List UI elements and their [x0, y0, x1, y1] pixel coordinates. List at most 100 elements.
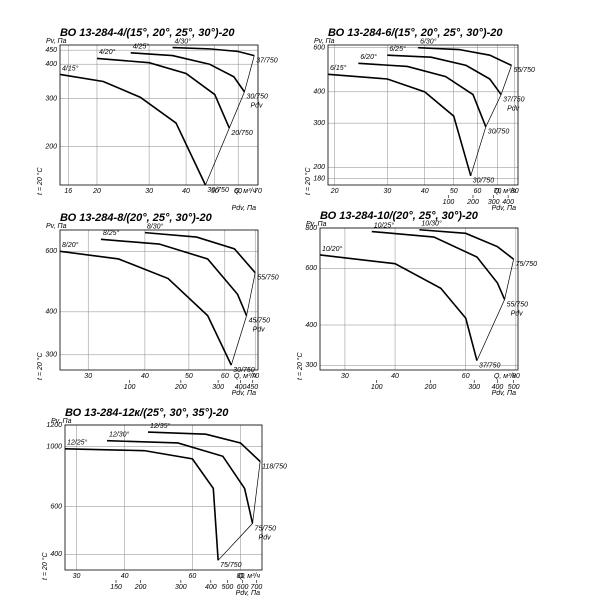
- curve-label: 10/20°: [322, 245, 343, 253]
- x2-axis-label: Pdv, Па: [232, 390, 257, 397]
- y-tick-label: 800: [305, 225, 317, 232]
- fan-curve: [59, 73, 207, 186]
- x2-axis-label: Pdv, Па: [492, 205, 517, 212]
- x2-tick-label: 300: [488, 199, 500, 206]
- x-tick-label: 70: [254, 188, 262, 195]
- plot-frame: [64, 424, 263, 571]
- x-tick-label: 60: [188, 573, 196, 580]
- curve-label: 4/15°: [62, 64, 79, 72]
- x2-tick-label: 600: [237, 584, 249, 591]
- x-axis-label: Q, м³/ч: [494, 188, 516, 195]
- x-tick-label: 50: [450, 188, 458, 195]
- curve-label: 4/25°: [133, 43, 150, 51]
- plot-frame: [59, 229, 259, 371]
- x2-tick-label: 500: [222, 584, 234, 591]
- curve-label: 8/30°: [147, 222, 164, 230]
- fan-curve: [96, 57, 231, 129]
- y-axis-label: Pv, Па: [51, 418, 72, 425]
- y-tick-label: 400: [313, 89, 325, 96]
- x-tick-label: 40: [121, 573, 129, 580]
- y-tick-label: 600: [305, 265, 317, 272]
- chart-title: ВО 13-284-8/(20°, 25°, 30°)-20: [60, 212, 213, 224]
- y-tick-label: 200: [312, 164, 325, 171]
- x2-tick-label: 450: [247, 384, 259, 391]
- y-tick-label: 300: [45, 352, 57, 359]
- fan-curve: [418, 46, 512, 67]
- x-tick-label: 20: [330, 188, 339, 195]
- fan-curve: [387, 54, 502, 96]
- pdv-label: Pdv: [259, 534, 272, 541]
- x2-tick-label: 200: [424, 384, 437, 391]
- x2-tick-label: 400: [492, 384, 504, 391]
- pdv-label: Pdv: [511, 310, 524, 317]
- plot-frame: [327, 44, 519, 186]
- y-tick-label: 300: [305, 362, 317, 369]
- curve-label: 6/25°: [389, 45, 406, 53]
- pdv-line: [470, 65, 512, 176]
- x2-tick-label: 400: [235, 384, 247, 391]
- x2-axis-label: Pdv, Па: [492, 390, 517, 397]
- y-tick-label: 400: [45, 61, 57, 68]
- x2-tick-label: 700: [251, 584, 263, 591]
- fan-curve: [106, 439, 254, 524]
- x2-tick-label: 100: [443, 199, 455, 206]
- x-tick-label: 80: [237, 573, 245, 580]
- curve-label: 6/20°: [360, 53, 377, 61]
- pdv-line: [217, 461, 261, 561]
- x-tick-label: 60: [474, 188, 482, 195]
- end-label: 30/750: [473, 178, 495, 185]
- y-axis-label: Pv, Па: [46, 38, 67, 45]
- fan-curve: [358, 62, 487, 128]
- y-axis-label: Pv, Па: [306, 221, 327, 228]
- fan-curve: [59, 250, 233, 366]
- x2-tick-label: 400: [502, 199, 514, 206]
- end-label: 75/750: [516, 261, 538, 268]
- curve-label: 12/30°: [109, 431, 130, 439]
- x2-tick-label: 100: [124, 384, 136, 391]
- chart-title: ВО 13-284-4/(15°, 20°, 25°, 30°)-20: [60, 27, 235, 39]
- end-label: 118/750: [262, 463, 287, 470]
- end-label: 45/750: [249, 317, 271, 324]
- x-tick-label: 50: [211, 188, 219, 195]
- y-axis-label: Pv, Па: [46, 223, 67, 230]
- x2-tick-label: 300: [468, 384, 480, 391]
- y-tick-label: 600: [45, 248, 57, 255]
- y-tick-label: 450: [45, 47, 57, 54]
- end-label: 20/750: [230, 130, 253, 137]
- end-label: 55/750: [507, 301, 529, 308]
- end-label: 37/750: [479, 363, 501, 370]
- x-tick-label: 30: [383, 188, 391, 195]
- y-tick-label: 300: [45, 95, 57, 102]
- x-tick-label: 70: [494, 188, 502, 195]
- plot-frame: [59, 44, 259, 186]
- x-tick-label: 80: [512, 373, 520, 380]
- curve-label: 10/25°: [374, 221, 395, 229]
- y-tick-label: 180: [313, 176, 325, 183]
- x-tick-label: 60: [221, 373, 229, 380]
- x2-tick-label: 100: [371, 384, 383, 391]
- note: t = 20 °C: [296, 352, 304, 380]
- end-label: 55/750: [514, 67, 536, 74]
- y-tick-label: 400: [305, 322, 317, 329]
- fan-curve: [100, 238, 248, 316]
- fan-curve: [371, 230, 506, 300]
- fan-curve: [327, 73, 472, 177]
- x-tick-label: 30: [84, 373, 92, 380]
- note: t = 20 °C: [41, 552, 49, 580]
- x2-tick-label: 150: [110, 584, 122, 591]
- end-label: 30/750: [246, 94, 268, 101]
- x-axis-label: Q, м³/ч: [234, 373, 256, 380]
- x-tick-label: 60: [462, 373, 470, 380]
- x-axis-label: Q, м³/ч: [234, 188, 256, 195]
- x2-tick-label: 400: [205, 584, 217, 591]
- pdv-line: [230, 272, 256, 366]
- x-tick-label: 60: [234, 188, 242, 195]
- pdv-line: [476, 259, 514, 361]
- end-label: 30/750: [207, 187, 229, 194]
- note: t = 20 °C: [36, 167, 44, 195]
- curve-label: 6/30°: [420, 38, 437, 46]
- fan-curve: [172, 46, 255, 57]
- fan-curve: [130, 52, 246, 93]
- y-tick-label: 600: [50, 503, 62, 510]
